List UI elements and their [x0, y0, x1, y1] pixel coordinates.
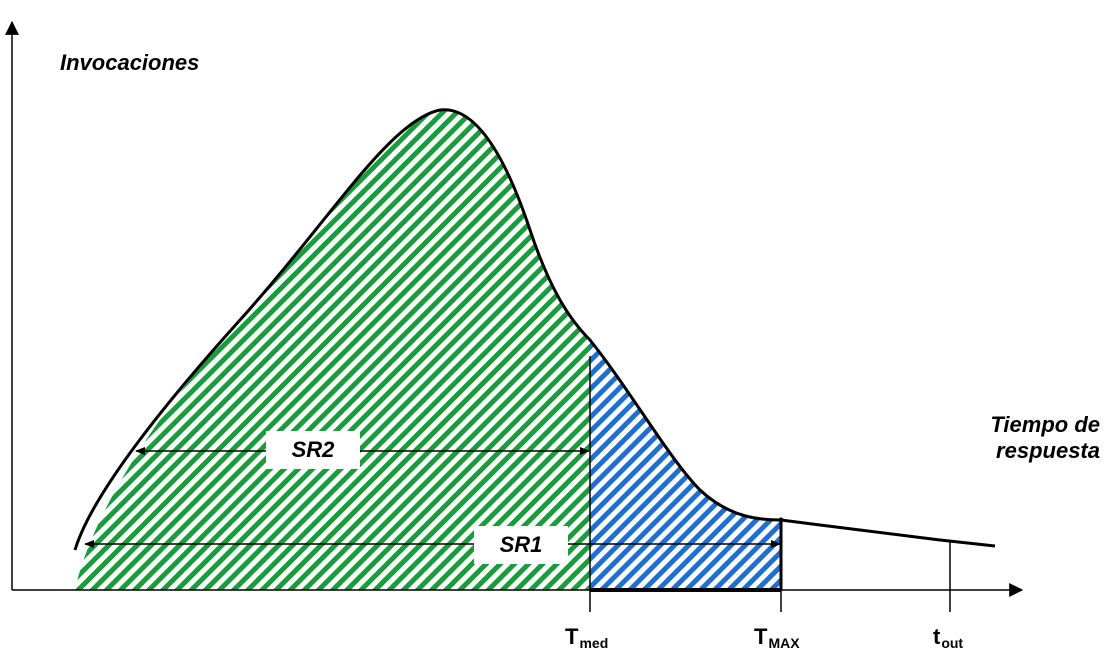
tmed-main: T [565, 624, 579, 649]
tmed-tick-label: Tmed [565, 624, 608, 651]
x-axis-label: Tiempo de respuesta [990, 412, 1100, 464]
tmax-sub: MAX [768, 635, 800, 651]
sr1-label: SR1 [474, 526, 568, 564]
x-axis-label-line2: respuesta [996, 438, 1100, 463]
sr1-tail-region-blue [590, 340, 781, 590]
sr2-region-green [75, 109, 590, 590]
tout-main: t [933, 624, 941, 649]
y-axis-label: Invocaciones [60, 50, 200, 75]
tout-tick-label: tout [933, 624, 963, 651]
tmed-sub: med [579, 635, 609, 651]
x-axis-label-line1: Tiempo de [990, 412, 1100, 437]
tout-sub: out [941, 635, 964, 651]
tmax-tick-label: TMAX [754, 624, 800, 651]
distribution-curve [73, 108, 996, 551]
tmax-main: T [754, 624, 768, 649]
tmax-marker [778, 517, 784, 523]
sr2-label: SR2 [266, 431, 360, 469]
